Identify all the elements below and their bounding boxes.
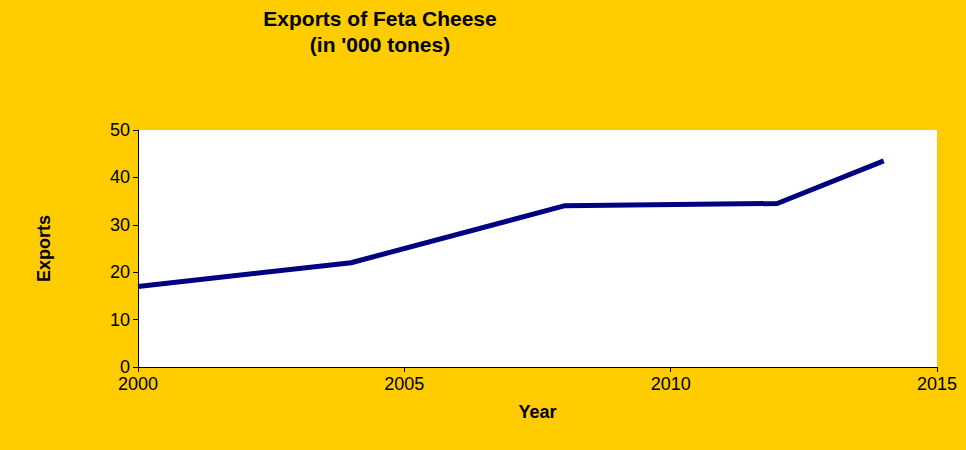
svg-text:10: 10 (110, 310, 130, 330)
svg-text:2000: 2000 (118, 374, 158, 394)
svg-text:40: 40 (110, 167, 130, 187)
svg-text:Exports: Exports (34, 215, 54, 282)
svg-text:Exports of Feta Cheese: Exports of Feta Cheese (263, 7, 496, 30)
svg-text:(in '000 tones): (in '000 tones) (310, 33, 450, 56)
svg-text:50: 50 (110, 120, 130, 140)
svg-text:Year: Year (518, 402, 556, 422)
svg-text:0: 0 (120, 357, 130, 377)
svg-text:2005: 2005 (384, 374, 424, 394)
svg-text:30: 30 (110, 215, 130, 235)
svg-text:2015: 2015 (917, 374, 957, 394)
svg-text:20: 20 (110, 262, 130, 282)
svg-text:2010: 2010 (651, 374, 691, 394)
